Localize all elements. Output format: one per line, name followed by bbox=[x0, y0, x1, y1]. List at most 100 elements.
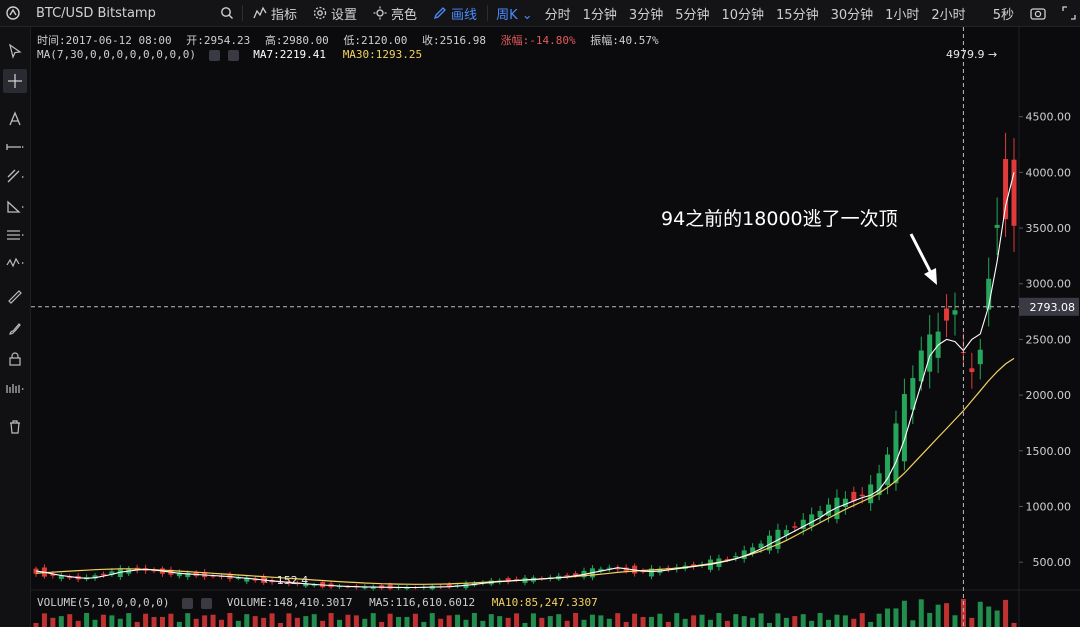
period-tab-0[interactable]: 周K ⌄ bbox=[496, 7, 533, 23]
volume-bar bbox=[539, 617, 545, 627]
y-tick-label: 4500.00 bbox=[1026, 111, 1072, 124]
period-tab-9[interactable]: 2小时 bbox=[931, 7, 966, 23]
volume-bar bbox=[92, 619, 98, 627]
crosshair-tool[interactable] bbox=[3, 69, 27, 93]
candle-body bbox=[691, 564, 697, 567]
volume-bar bbox=[707, 619, 713, 627]
volume-bar bbox=[75, 620, 81, 627]
y-tick-label: 2000.00 bbox=[1026, 389, 1072, 402]
cursor-tool[interactable] bbox=[3, 39, 27, 63]
period-tab-8[interactable]: 1小时 bbox=[885, 7, 920, 23]
wave-tool[interactable] bbox=[3, 251, 27, 275]
brush-tool[interactable] bbox=[3, 317, 27, 341]
period-tab-3[interactable]: 3分钟 bbox=[628, 7, 664, 23]
trash-icon bbox=[10, 420, 20, 434]
volume-bar bbox=[337, 619, 343, 627]
volume-bar bbox=[328, 613, 334, 627]
trendline-tool[interactable] bbox=[3, 165, 27, 189]
period-tab-1[interactable]: 分时 bbox=[544, 7, 571, 23]
period-tab-4[interactable]: 5分钟 bbox=[675, 7, 710, 23]
candle-body bbox=[817, 510, 823, 518]
volume-bar bbox=[235, 620, 241, 627]
volume-bar bbox=[792, 616, 798, 627]
measure-tool[interactable] bbox=[3, 285, 27, 309]
search-button[interactable] bbox=[194, 6, 240, 20]
y-tick-label: 3000.00 bbox=[1026, 278, 1072, 291]
volume-bar bbox=[58, 616, 64, 627]
search-icon bbox=[221, 7, 233, 19]
period-tab-5[interactable]: 10分钟 bbox=[721, 7, 765, 23]
visibility-tool[interactable] bbox=[3, 377, 27, 401]
indicators-button[interactable]: 指标 bbox=[245, 4, 305, 23]
volume-bar bbox=[893, 608, 899, 627]
delete-tool[interactable] bbox=[3, 415, 27, 439]
symbol-selector[interactable]: BTC/USD Bitstamp bbox=[28, 6, 194, 21]
volume-bar bbox=[210, 614, 216, 627]
candle-body bbox=[615, 568, 621, 570]
volume-bar bbox=[497, 616, 503, 627]
volume-bar bbox=[885, 608, 891, 627]
volume-bar bbox=[227, 613, 233, 627]
max-price-label: 4979.9 → bbox=[946, 48, 997, 61]
candle-body bbox=[859, 494, 865, 497]
candle-body bbox=[446, 583, 452, 588]
draw-button[interactable]: 画线 bbox=[425, 4, 485, 23]
camera-icon bbox=[1030, 8, 1046, 20]
period-tab-2[interactable]: 1分钟 bbox=[582, 7, 617, 23]
candle-body bbox=[109, 571, 115, 575]
volume-bar bbox=[320, 620, 326, 627]
candle-body bbox=[783, 529, 789, 536]
candle-body bbox=[185, 572, 191, 578]
volume-bar bbox=[657, 613, 663, 627]
volume-bar bbox=[471, 613, 477, 627]
candle-body bbox=[514, 578, 520, 581]
volume-bar bbox=[674, 613, 680, 627]
fullscreen-button[interactable] bbox=[1054, 6, 1080, 20]
volume-settings-button[interactable] bbox=[182, 597, 194, 609]
theme-button[interactable]: 亮色 bbox=[365, 4, 425, 23]
y-tick-label: 4000.00 bbox=[1026, 166, 1072, 179]
chart-area[interactable]: 时间:2017-06-12 08:00 开:2954.23 高:2980.00 … bbox=[31, 27, 1080, 627]
volume-bar bbox=[67, 614, 73, 627]
period-tab-6[interactable]: 15分钟 bbox=[776, 7, 819, 23]
horizontal-line-tool[interactable] bbox=[3, 135, 27, 159]
period-tabs: 周K ⌄ 分时 1分钟 3分钟 5分钟 10分钟 15分钟 30分钟 1小时 2小时 bbox=[490, 4, 972, 23]
lock-tool[interactable] bbox=[3, 347, 27, 371]
refresh-interval[interactable]: 5秒 bbox=[985, 4, 1022, 23]
volume-ma5: MA5:116,610.6012 bbox=[369, 596, 476, 609]
volume-bar bbox=[429, 613, 435, 627]
volume-bar bbox=[522, 622, 528, 627]
triangle-tool[interactable] bbox=[3, 195, 27, 219]
volume-close-button[interactable] bbox=[201, 597, 213, 609]
settings-button[interactable]: 设置 bbox=[305, 4, 365, 23]
volume-bar bbox=[286, 613, 292, 627]
candle-body bbox=[834, 497, 840, 520]
volume-bar bbox=[648, 616, 654, 627]
screenshot-button[interactable] bbox=[1022, 6, 1054, 20]
candle-body bbox=[67, 576, 73, 579]
gear-icon bbox=[313, 6, 327, 20]
candle-body bbox=[235, 577, 241, 579]
period-tab-7[interactable]: 30分钟 bbox=[830, 7, 874, 23]
volume-bar bbox=[41, 613, 47, 627]
cursor-arrow-icon bbox=[9, 43, 22, 59]
volume-bar bbox=[151, 616, 157, 627]
candle-body bbox=[345, 586, 351, 588]
volume-bar bbox=[387, 613, 393, 627]
volume-bar bbox=[817, 613, 823, 627]
text-tool[interactable] bbox=[3, 107, 27, 131]
volume-ma10: MA10:85,247.3307 bbox=[491, 596, 598, 609]
volume-bar bbox=[960, 599, 966, 627]
candle-body bbox=[842, 498, 848, 507]
candle-body bbox=[918, 350, 924, 382]
volume-bar bbox=[775, 613, 781, 627]
candle-body bbox=[573, 573, 579, 576]
ma-close-button[interactable] bbox=[227, 49, 239, 61]
volume-bar bbox=[379, 621, 385, 627]
candle-body bbox=[210, 575, 216, 577]
fib-tool[interactable] bbox=[3, 223, 27, 247]
ma-settings-button[interactable] bbox=[208, 49, 220, 61]
volume-bar bbox=[834, 614, 840, 627]
volume-bar bbox=[632, 613, 638, 627]
indicators-icon bbox=[253, 6, 267, 19]
